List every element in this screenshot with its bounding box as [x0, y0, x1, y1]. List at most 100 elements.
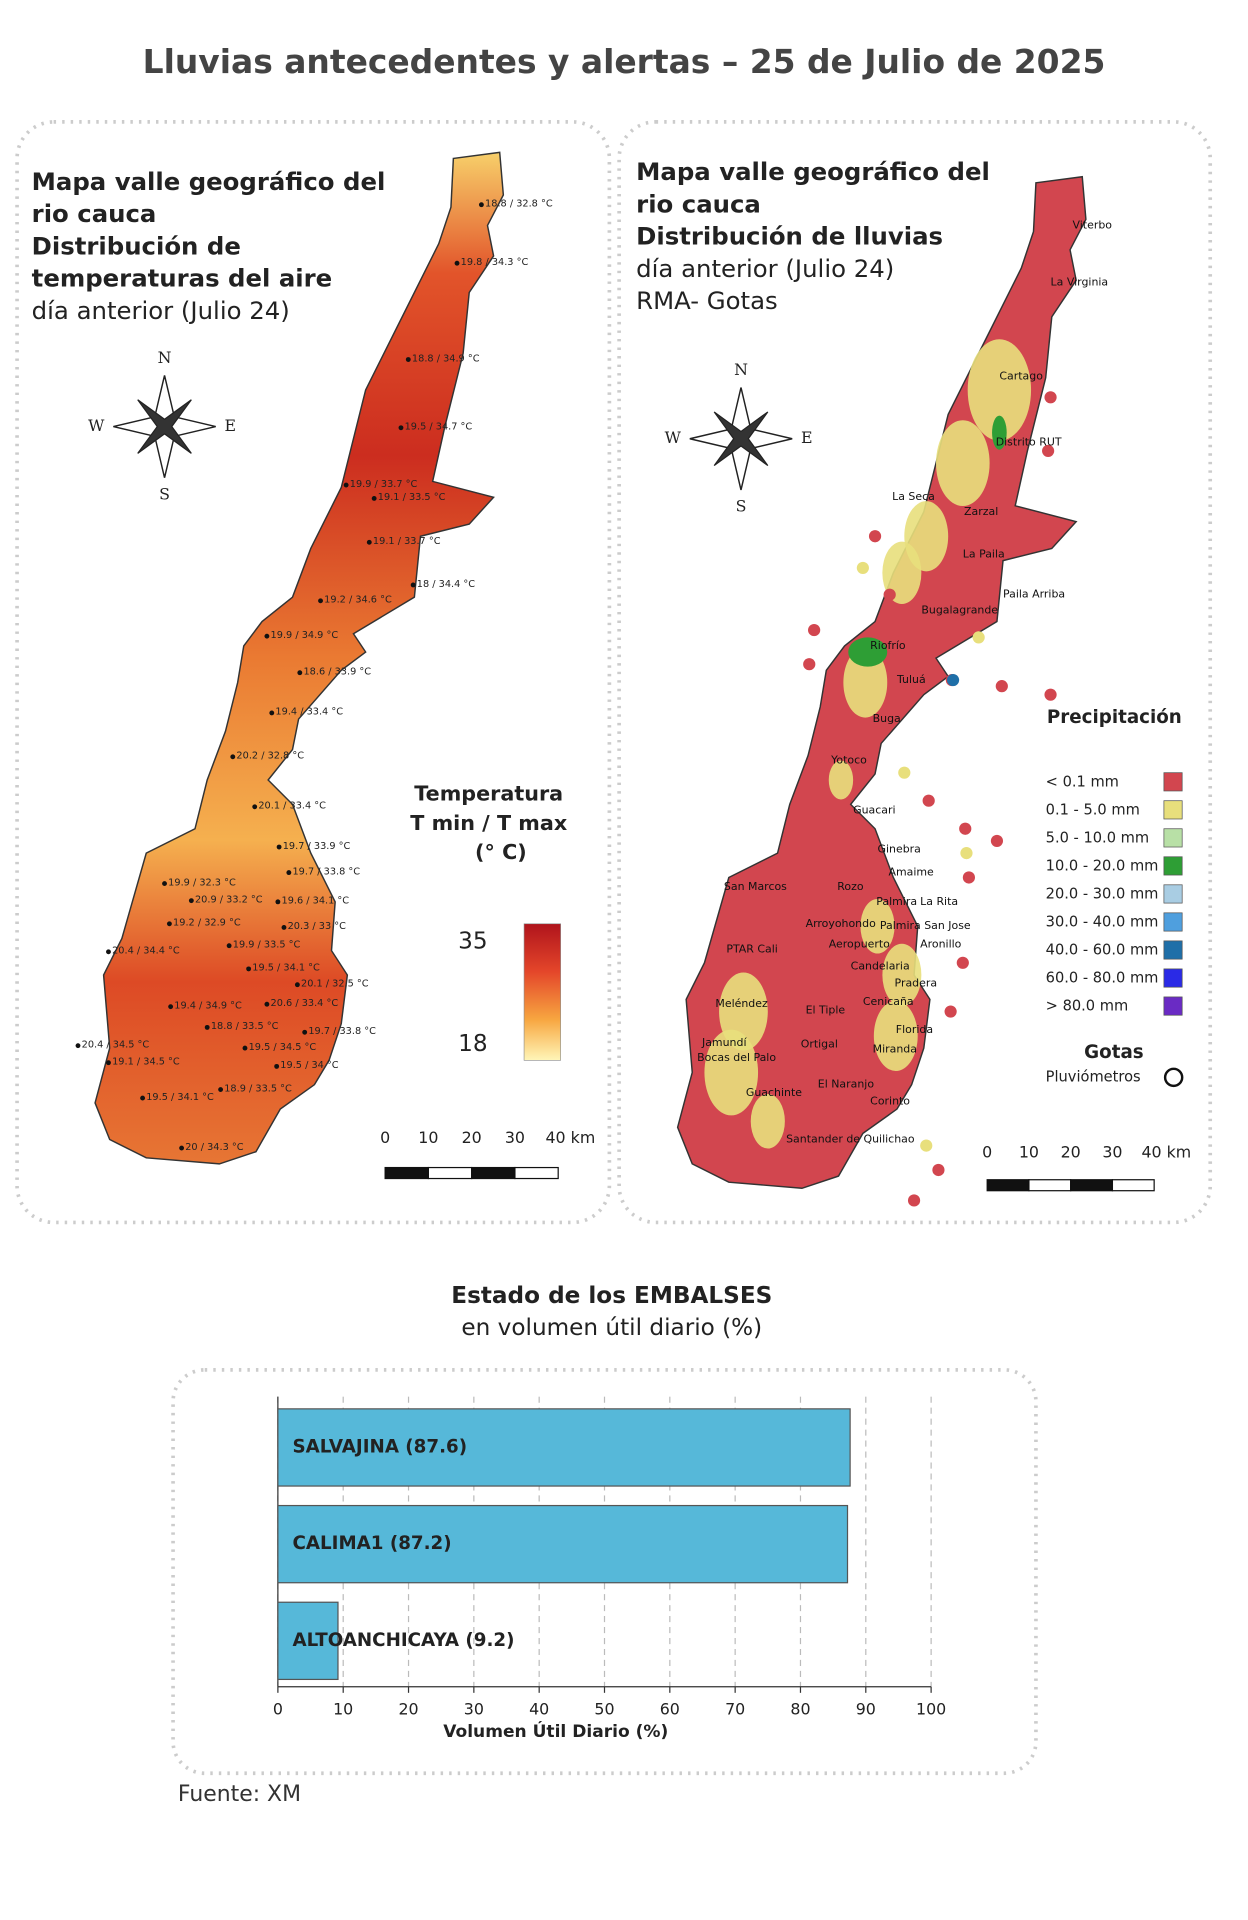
gauge [1042, 444, 1055, 458]
x-tick-label: 70 [725, 1699, 745, 1718]
town-label: Palmira [876, 895, 917, 908]
scale-label: 10 [418, 1128, 438, 1147]
bar-label: ALTOANCHICAYA (9.2) [293, 1630, 515, 1651]
rain-area [848, 637, 888, 667]
station-label: 19.5 / 34.7 °C [405, 422, 473, 433]
scale-label: 40 km [1141, 1142, 1191, 1161]
town-label: San Marcos [724, 880, 787, 893]
station-dot [106, 949, 111, 955]
town-label: Aronillo [920, 938, 962, 951]
station-label: 19.7 / 33.9 °C [283, 841, 351, 852]
station-label: 19.7 / 33.8 °C [293, 866, 361, 877]
gauge [920, 1139, 933, 1152]
station-label: 19.8 / 34.3 °C [461, 257, 529, 268]
scale-label: 30 [1102, 1142, 1122, 1161]
town-label: Jamundí [701, 1036, 747, 1049]
town-label: Bugalagrande [921, 604, 998, 617]
compass: N W E S [88, 348, 236, 503]
legend-title: T min / T max [410, 811, 568, 835]
town-label: La Rita [920, 895, 958, 908]
station-dot [75, 1043, 81, 1049]
station-label: 20.3 / 33 °C [288, 921, 346, 932]
town-label: Guachinte [746, 1086, 802, 1099]
x-axis-label: Volumen Útil Diario (%) [443, 1720, 668, 1742]
gauge [932, 1163, 945, 1177]
map-subtitle: día anterior (Julio 24) [636, 254, 894, 283]
station-dot [294, 982, 300, 988]
town-label: Distrito RUT [996, 435, 1062, 448]
town-label: Aeropuerto [829, 938, 890, 951]
gauge [990, 834, 1004, 848]
station-label: 19.9 / 33.5 °C [233, 940, 301, 951]
legend-label: > 80.0 mm [1046, 998, 1129, 1015]
station-dot [371, 496, 377, 501]
station-dot [276, 844, 282, 850]
compass-label: E [225, 416, 237, 435]
gauge [922, 794, 935, 807]
scale-bar-segment [986, 1179, 1030, 1192]
town-label: Bocas del Palo [697, 1051, 776, 1064]
page-title: Lluvias antecedentes y alertas – 25 de J… [143, 42, 1106, 81]
station-dot [274, 1063, 280, 1069]
legend-label: Pluviómetros [1046, 1068, 1141, 1085]
legend-swatch [1163, 828, 1183, 848]
station-label: 20.4 / 34.4 °C [112, 946, 180, 957]
station-label: 19.1 / 33.7 °C [373, 536, 441, 547]
legend-title: (° C) [475, 840, 527, 864]
compass-star [137, 399, 192, 454]
map-title: temperaturas del aire [32, 264, 332, 293]
station-dot [162, 881, 167, 887]
town-label: Florida [896, 1023, 933, 1036]
town-label: Buga [873, 712, 901, 725]
gauge [960, 847, 973, 860]
station-dot [106, 1060, 111, 1066]
station-label: 19.1 / 33.5 °C [378, 492, 446, 503]
station-dot [398, 425, 404, 431]
station-dot [275, 899, 281, 905]
panel-border [617, 120, 1213, 1225]
scale-label: 0 [982, 1142, 992, 1161]
legend-label: 10.0 - 20.0 mm [1046, 858, 1159, 875]
gauge [868, 530, 882, 543]
scale-bar-segment [1028, 1179, 1072, 1192]
town-label: Candelaria [851, 959, 910, 972]
town-label: Santander de Quilichao [786, 1133, 915, 1146]
legend-gauge [1163, 1067, 1184, 1088]
rain-area [750, 1093, 785, 1149]
gauge [959, 822, 972, 835]
station-dot [168, 1004, 174, 1010]
station-dot [297, 670, 303, 676]
chart-title: Estado de los EMBALSES [451, 1283, 772, 1309]
scale-bar-segment [514, 1166, 559, 1180]
town-label: Palmira San Jose [880, 919, 971, 932]
gauge [803, 658, 816, 671]
bar [277, 1408, 851, 1487]
map-subtitle: día anterior (Julio 24) [32, 296, 290, 325]
scale-bar-segment [384, 1166, 430, 1180]
station-label: 19.9 / 33.7 °C [350, 479, 418, 490]
station-dot [218, 1087, 224, 1092]
station-dot [286, 870, 292, 876]
chart-subtitle: en volumen útil diario (%) [461, 1315, 762, 1341]
x-tick-label: 10 [333, 1699, 353, 1718]
legend-swatch [1163, 940, 1183, 960]
town-label: La Seca [892, 490, 935, 503]
bar-label: SALVAJINA (87.6) [293, 1436, 468, 1457]
x-tick-label: 0 [273, 1699, 283, 1718]
town-label: La Virginia [1051, 276, 1109, 289]
panel-border [171, 1368, 1038, 1776]
compass-label: N [734, 360, 748, 379]
legend-gradient [523, 923, 561, 1061]
town-label: El Naranjo [818, 1078, 875, 1091]
station-dot [140, 1095, 146, 1101]
rain-area [992, 415, 1007, 450]
rain-area [967, 339, 1032, 441]
compass-label: N [158, 348, 172, 367]
legend-swatch [1163, 856, 1183, 876]
compass-label: E [801, 428, 813, 447]
station-dot [343, 482, 349, 488]
town-label: Zarzal [964, 505, 998, 518]
scale-bar-segment [427, 1166, 473, 1180]
gauge [962, 871, 975, 884]
legend-swatch [1163, 996, 1183, 1016]
